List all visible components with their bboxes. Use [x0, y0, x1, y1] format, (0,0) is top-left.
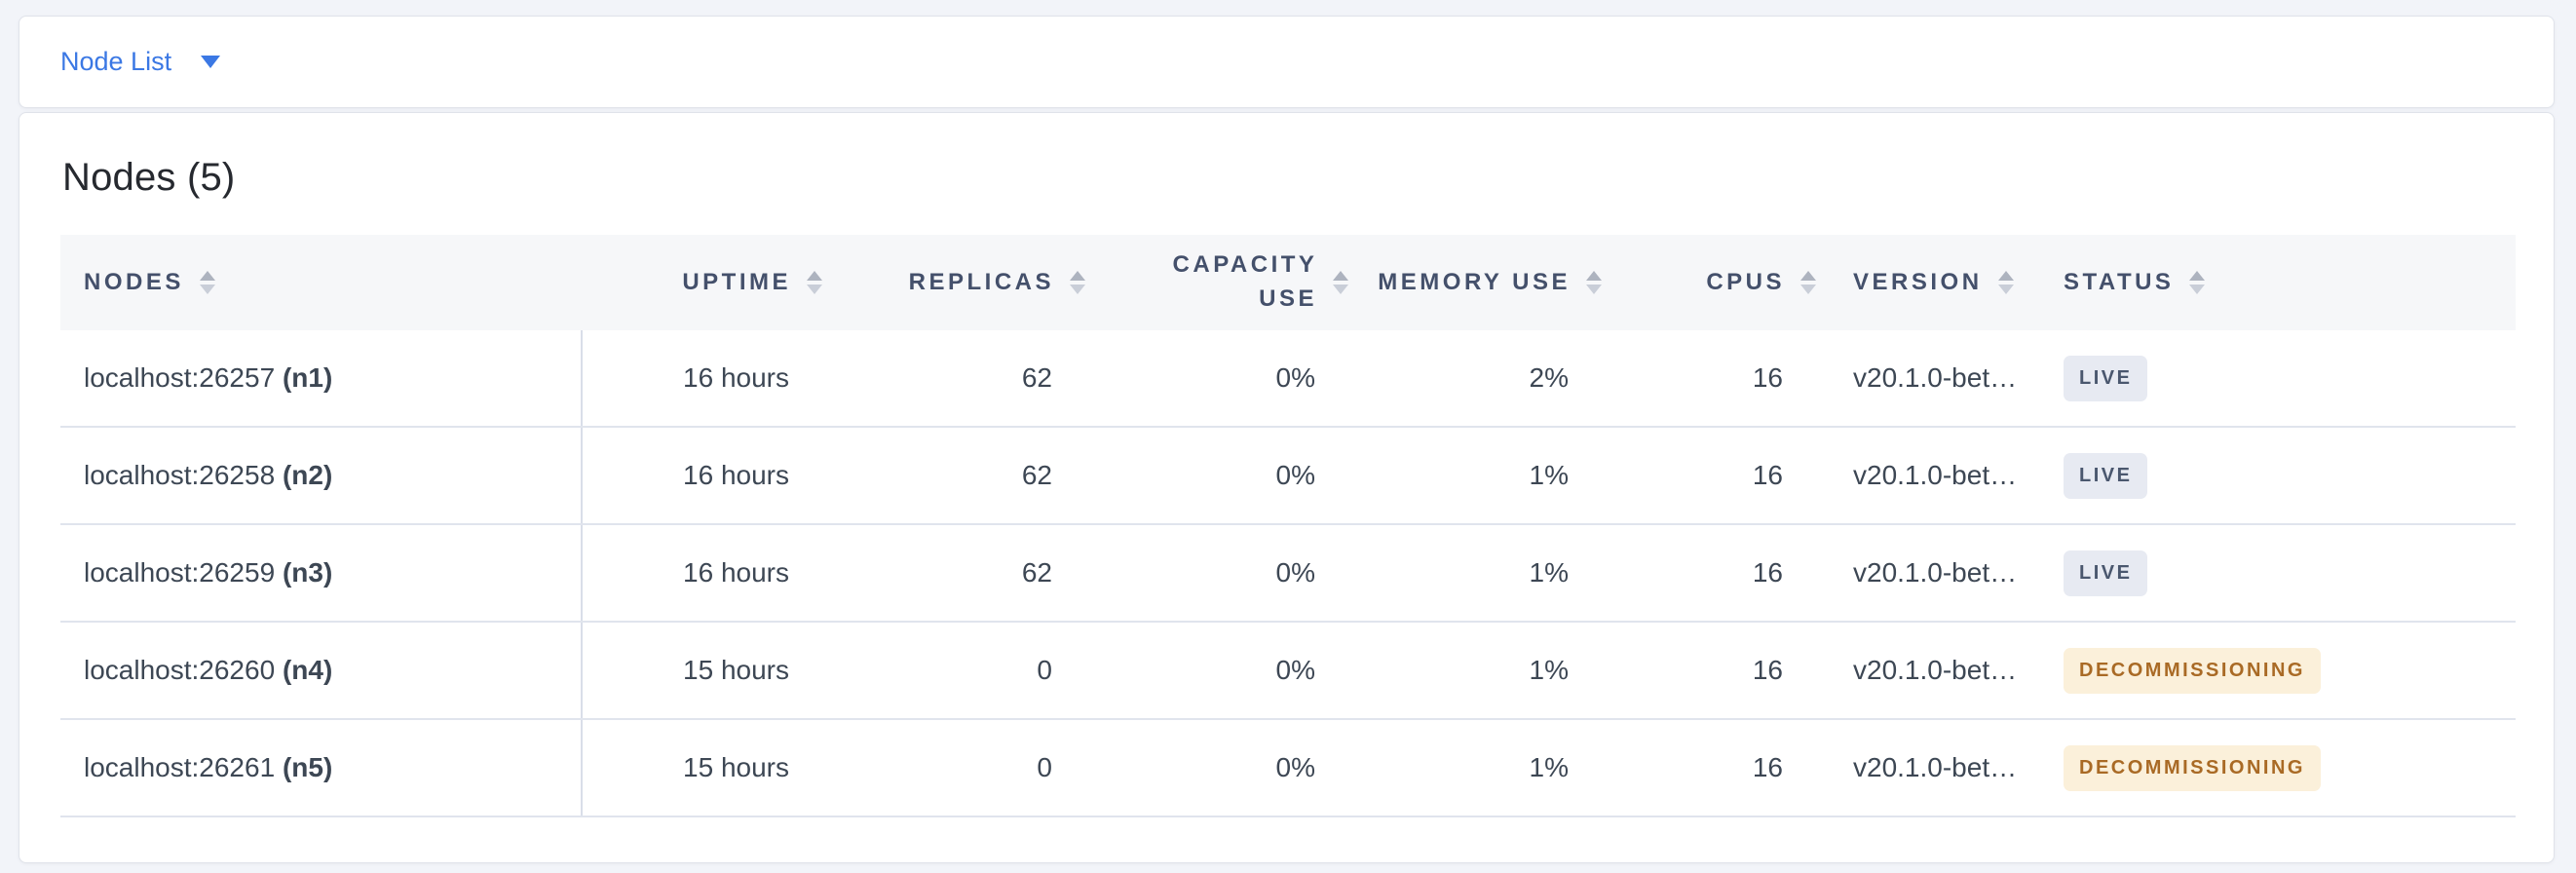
node-id: (n4)	[282, 655, 333, 685]
sort-icon	[1800, 271, 1816, 294]
node-address: localhost:26259	[84, 557, 276, 588]
replicas-cell: 0	[832, 719, 1095, 817]
sort-icon	[807, 271, 822, 294]
uptime-cell: 16 hours	[582, 330, 832, 428]
status-cell: Live	[2046, 524, 2516, 623]
page-container: Node List Nodes (5) Nodes	[19, 16, 2555, 863]
node-id: (n5)	[282, 752, 333, 782]
node-id: (n1)	[282, 362, 333, 393]
table-header-row: Nodes Uptime Replicas	[60, 235, 2516, 330]
memory-use-cell: 2%	[1358, 330, 1611, 428]
table-row: localhost:26258 (n2) 16 hours 62 0% 1% 1…	[60, 427, 2516, 525]
cpus-cell: 16	[1611, 622, 1826, 720]
replicas-cell: 62	[832, 524, 1095, 623]
capacity-use-cell: 0%	[1095, 622, 1358, 720]
table-row: localhost:26259 (n3) 16 hours 62 0% 1% 1…	[60, 524, 2516, 623]
column-header-memory-use[interactable]: Memory Use	[1358, 235, 1611, 330]
column-header-nodes[interactable]: Nodes	[60, 235, 582, 330]
status-badge: Live	[2064, 355, 2148, 401]
memory-use-cell: 1%	[1358, 622, 1611, 720]
version-cell: v20.1.0-bet…	[1826, 524, 2046, 623]
sort-icon	[2189, 271, 2206, 294]
status-cell: Live	[2046, 427, 2516, 525]
table-row: localhost:26260 (n4) 15 hours 0 0% 1% 16…	[60, 622, 2516, 720]
version-cell: v20.1.0-bet…	[1826, 719, 2046, 817]
sort-icon	[199, 271, 215, 294]
node-address: localhost:26257	[84, 362, 276, 393]
status-cell: Live	[2046, 330, 2516, 428]
status-cell: Decommissioning	[2046, 622, 2516, 720]
replicas-cell: 62	[832, 330, 1095, 428]
memory-use-cell: 1%	[1358, 719, 1611, 817]
node-address-cell: localhost:26259 (n3)	[60, 524, 583, 623]
nodes-heading: Nodes (5)	[62, 156, 236, 199]
node-list-dropdown-label: Node List	[60, 47, 172, 76]
node-address-cell: localhost:26260 (n4)	[60, 622, 583, 720]
node-address: localhost:26260	[84, 655, 276, 685]
node-list-dropdown[interactable]: Node List	[60, 47, 221, 77]
cpus-cell: 16	[1611, 719, 1826, 817]
replicas-cell: 62	[832, 427, 1095, 525]
capacity-use-cell: 0%	[1095, 427, 1358, 525]
cpus-cell: 16	[1611, 427, 1826, 525]
status-badge: Decommissioning	[2064, 744, 2321, 791]
view-selector-bar: Node List	[19, 16, 2555, 108]
status-badge: Live	[2064, 452, 2148, 499]
column-header-cpus[interactable]: CPUs	[1611, 235, 1826, 330]
uptime-cell: 15 hours	[582, 719, 832, 817]
capacity-use-cell: 0%	[1095, 524, 1358, 623]
memory-use-cell: 1%	[1358, 524, 1611, 623]
column-header-capacity-use[interactable]: Capacity Use	[1095, 235, 1358, 330]
column-header-status[interactable]: Status	[2046, 235, 2516, 330]
status-badge: Live	[2064, 550, 2148, 596]
table-row: localhost:26257 (n1) 16 hours 62 0% 2% 1…	[60, 330, 2516, 428]
version-cell: v20.1.0-bet…	[1826, 330, 2046, 428]
nodes-table: Nodes Uptime Replicas	[60, 235, 2516, 817]
capacity-use-cell: 0%	[1095, 719, 1358, 817]
capacity-use-cell: 0%	[1095, 330, 1358, 428]
node-address-cell: localhost:26261 (n5)	[60, 719, 583, 817]
status-cell: Decommissioning	[2046, 719, 2516, 817]
chevron-down-icon	[201, 56, 221, 68]
node-address-cell: localhost:26257 (n1)	[60, 330, 583, 428]
node-address: localhost:26261	[84, 752, 276, 782]
node-id: (n3)	[282, 557, 333, 588]
nodes-card: Nodes (5) Nodes Uptime	[19, 112, 2555, 863]
column-header-uptime[interactable]: Uptime	[582, 235, 832, 330]
sort-icon	[1997, 271, 2014, 294]
uptime-cell: 15 hours	[582, 622, 832, 720]
replicas-cell: 0	[832, 622, 1095, 720]
cpus-cell: 16	[1611, 330, 1826, 428]
sort-icon	[1070, 271, 1085, 294]
sort-icon	[1333, 271, 1348, 294]
uptime-cell: 16 hours	[582, 524, 832, 623]
cpus-cell: 16	[1611, 524, 1826, 623]
version-cell: v20.1.0-bet…	[1826, 427, 2046, 525]
column-header-replicas[interactable]: Replicas	[832, 235, 1095, 330]
node-id: (n2)	[282, 460, 333, 490]
memory-use-cell: 1%	[1358, 427, 1611, 525]
sort-icon	[1586, 271, 1602, 294]
column-header-version[interactable]: Version	[1826, 235, 2046, 330]
table-row: localhost:26261 (n5) 15 hours 0 0% 1% 16…	[60, 719, 2516, 817]
version-cell: v20.1.0-bet…	[1826, 622, 2046, 720]
node-address: localhost:26258	[84, 460, 276, 490]
node-address-cell: localhost:26258 (n2)	[60, 427, 583, 525]
status-badge: Decommissioning	[2064, 647, 2321, 694]
uptime-cell: 16 hours	[582, 427, 832, 525]
